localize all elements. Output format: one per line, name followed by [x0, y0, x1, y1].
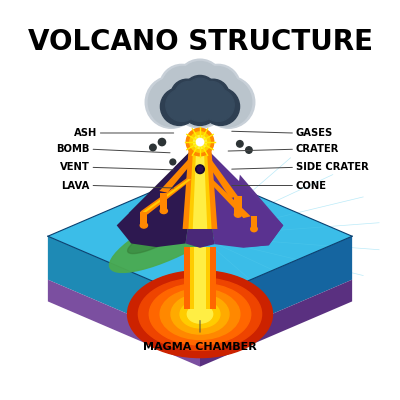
Text: ASH: ASH	[74, 128, 97, 138]
Circle shape	[174, 86, 208, 120]
Circle shape	[170, 159, 176, 165]
Circle shape	[192, 86, 226, 120]
Circle shape	[196, 64, 240, 109]
Polygon shape	[128, 222, 186, 254]
Text: VENT: VENT	[60, 162, 90, 172]
Polygon shape	[200, 280, 352, 367]
Circle shape	[177, 87, 206, 116]
Text: LAVA: LAVA	[61, 180, 90, 190]
Circle shape	[188, 72, 227, 111]
Polygon shape	[233, 175, 283, 247]
Circle shape	[181, 88, 219, 125]
Polygon shape	[251, 216, 257, 229]
Text: SIDE CRATER: SIDE CRATER	[296, 162, 369, 172]
Polygon shape	[140, 178, 193, 214]
Circle shape	[183, 76, 217, 109]
Circle shape	[190, 83, 221, 113]
Ellipse shape	[187, 305, 213, 323]
Circle shape	[166, 89, 198, 121]
Polygon shape	[202, 156, 238, 198]
Circle shape	[175, 82, 202, 109]
Ellipse shape	[138, 278, 262, 350]
Circle shape	[176, 59, 224, 106]
Circle shape	[174, 76, 226, 128]
Circle shape	[164, 74, 210, 120]
Ellipse shape	[180, 300, 220, 328]
Polygon shape	[117, 142, 200, 247]
Polygon shape	[186, 142, 214, 248]
Circle shape	[202, 89, 234, 121]
Text: GASES: GASES	[296, 128, 333, 138]
Ellipse shape	[251, 226, 257, 232]
Polygon shape	[110, 200, 240, 272]
Circle shape	[246, 147, 252, 153]
Circle shape	[198, 82, 225, 109]
Polygon shape	[160, 156, 198, 193]
Circle shape	[202, 78, 252, 127]
Polygon shape	[200, 236, 352, 345]
Circle shape	[184, 89, 216, 121]
Text: CONE: CONE	[296, 180, 327, 190]
Circle shape	[182, 85, 208, 111]
Polygon shape	[190, 247, 210, 309]
Circle shape	[160, 64, 204, 109]
Circle shape	[196, 138, 204, 146]
Text: CRATER: CRATER	[296, 144, 339, 154]
Circle shape	[186, 128, 214, 156]
Circle shape	[171, 70, 213, 111]
Circle shape	[190, 74, 236, 120]
Polygon shape	[140, 212, 148, 225]
Circle shape	[194, 87, 223, 116]
Circle shape	[148, 78, 198, 127]
Circle shape	[178, 62, 222, 106]
Circle shape	[203, 76, 255, 128]
Polygon shape	[234, 196, 242, 214]
Polygon shape	[160, 193, 168, 211]
Text: MAGMA CHAMBER: MAGMA CHAMBER	[143, 342, 257, 352]
Polygon shape	[184, 247, 216, 309]
Polygon shape	[207, 180, 251, 218]
Circle shape	[192, 85, 218, 111]
Text: VOLCANO STRUCTURE: VOLCANO STRUCTURE	[28, 28, 372, 56]
Polygon shape	[193, 142, 207, 229]
Circle shape	[202, 88, 240, 125]
Polygon shape	[183, 142, 217, 229]
Circle shape	[166, 75, 210, 120]
Circle shape	[175, 78, 225, 127]
Circle shape	[197, 79, 229, 111]
Ellipse shape	[171, 294, 229, 334]
Polygon shape	[48, 236, 200, 345]
Ellipse shape	[128, 271, 272, 358]
Circle shape	[190, 75, 234, 120]
Ellipse shape	[160, 208, 168, 214]
Ellipse shape	[149, 283, 251, 345]
Circle shape	[158, 138, 166, 146]
Polygon shape	[48, 280, 200, 367]
Ellipse shape	[234, 212, 242, 217]
Ellipse shape	[160, 289, 240, 340]
Circle shape	[194, 136, 206, 148]
Polygon shape	[142, 179, 191, 214]
Polygon shape	[194, 247, 206, 309]
Circle shape	[150, 144, 156, 151]
Ellipse shape	[140, 223, 148, 228]
Polygon shape	[188, 142, 212, 229]
Circle shape	[162, 66, 204, 108]
Circle shape	[173, 72, 212, 111]
Circle shape	[190, 132, 210, 152]
Circle shape	[187, 70, 229, 111]
Text: BOMB: BOMB	[56, 144, 90, 154]
Circle shape	[179, 83, 210, 113]
Circle shape	[185, 78, 215, 108]
Circle shape	[236, 140, 243, 147]
Circle shape	[160, 88, 198, 125]
Circle shape	[196, 66, 238, 108]
Circle shape	[198, 167, 202, 172]
Circle shape	[145, 76, 197, 128]
Polygon shape	[48, 171, 352, 302]
Circle shape	[196, 165, 204, 174]
Polygon shape	[200, 142, 283, 248]
Circle shape	[171, 79, 203, 111]
